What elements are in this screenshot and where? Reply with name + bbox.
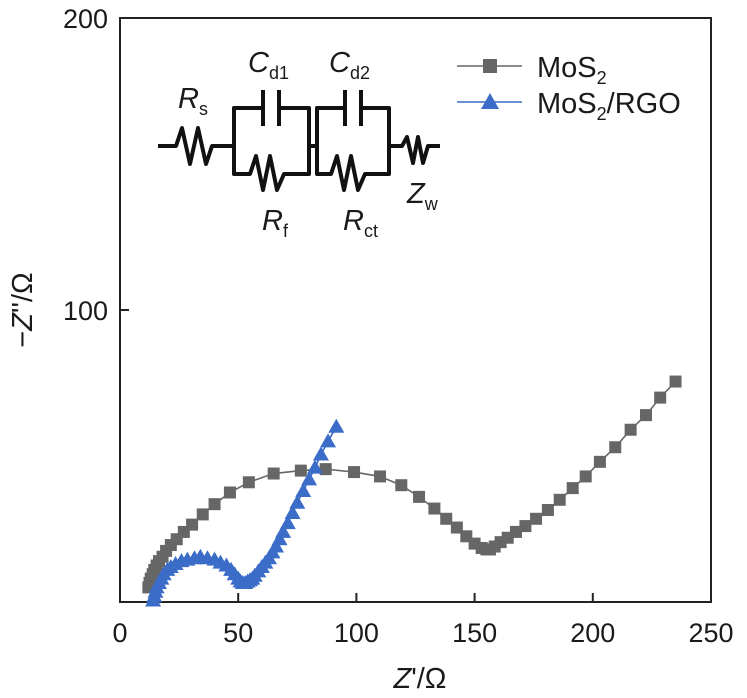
point-mos2-rgo-33: [268, 538, 285, 553]
point-mos2-rgo-36: [279, 515, 296, 530]
axis-tick-labels: 0 50 100 150 200 250 100 200: [63, 4, 734, 648]
point-mos2-44: [624, 423, 637, 436]
point-mos2-18: [294, 464, 307, 477]
y-tick-label-200: 200: [63, 4, 108, 34]
point-mos2-15: [223, 486, 236, 499]
point-mos2-rgo-38: [289, 494, 306, 509]
point-mos2-26: [450, 521, 463, 534]
point-mos2-rgo-39: [295, 483, 312, 498]
x-axis-title: Z'/Ω: [392, 663, 446, 695]
point-mos2-14: [208, 498, 221, 511]
x-tick-label-100: 100: [334, 618, 379, 648]
point-mos2-rgo-41: [307, 459, 324, 474]
series-line-mos2-rgo: [152, 426, 338, 601]
label-cd2: Cd2: [329, 47, 370, 83]
legend-entry-mos2-rgo: MoS2/RGO: [457, 88, 681, 124]
point-mos2-22: [395, 479, 408, 492]
x-tick-label-0: 0: [112, 618, 127, 648]
point-mos2-36: [519, 520, 532, 533]
label-zw: Zw: [406, 178, 439, 214]
y-tick-label-100: 100: [63, 296, 108, 326]
series-layer: [142, 375, 682, 607]
point-mos2-45: [639, 409, 652, 422]
y-axis-title: −Z''/Ω: [7, 272, 39, 347]
point-mos2-20: [348, 466, 361, 479]
legend-label-mos2: MoS2: [537, 52, 607, 88]
label-rct: Rct: [343, 205, 378, 241]
x-tick-label-150: 150: [452, 618, 497, 648]
capacitor-cd2: [343, 90, 363, 126]
legend-marker-mos2: [483, 59, 497, 73]
circuit-labels: Rs Cd1 Cd2 Rf Rct Zw: [178, 47, 439, 241]
point-mos2-19: [319, 463, 332, 476]
legend-label-mos2-rgo: MoS2/RGO: [537, 88, 681, 124]
point-mos2-35: [509, 525, 522, 538]
point-mos2-rgo-37: [284, 504, 301, 519]
x-tick-label-200: 200: [570, 618, 615, 648]
x-tick-label-50: 50: [223, 618, 253, 648]
point-mos2-rgo-44: [328, 418, 345, 433]
point-mos2-13: [196, 508, 209, 521]
point-mos2-12: [186, 518, 199, 531]
point-mos2-39: [553, 493, 566, 506]
axis-ticks: [119, 17, 712, 602]
capacitor-cd1: [261, 90, 281, 126]
point-mos2-38: [541, 504, 554, 517]
point-mos2-47: [669, 375, 682, 388]
x-tick-label-250: 250: [688, 618, 733, 648]
resistor-rs: [158, 126, 234, 166]
point-mos2-21: [374, 470, 387, 483]
point-mos2-rgo-42: [312, 446, 329, 461]
label-rf: Rf: [262, 205, 289, 241]
point-mos2-24: [428, 502, 441, 515]
point-mos2-23: [413, 490, 426, 503]
point-mos2-rgo-35: [275, 523, 292, 538]
series-mos2-rgo: [145, 418, 345, 607]
point-mos2-41: [579, 470, 592, 483]
point-mos2-rgo-34: [271, 531, 288, 546]
point-mos2-25: [440, 512, 453, 525]
warburg-zw: [389, 135, 440, 165]
legend-marker-mos2-rgo: [481, 93, 499, 109]
point-mos2-17: [267, 467, 280, 480]
point-mos2-rgo-40: [301, 471, 318, 486]
point-mos2-37: [530, 512, 543, 525]
label-cd1: Cd1: [248, 47, 289, 83]
point-mos2-rgo-43: [320, 433, 337, 448]
rc-block-2: [315, 106, 391, 192]
rc-block-1: [232, 106, 311, 192]
legend-entry-mos2: MoS2: [457, 52, 607, 88]
series-line-mos2: [147, 380, 677, 588]
label-rs: Rs: [178, 83, 208, 119]
point-mos2-42: [593, 455, 606, 468]
series-mos2: [142, 375, 682, 594]
point-mos2-43: [609, 441, 622, 454]
point-mos2-16: [242, 476, 255, 489]
point-mos2-40: [566, 482, 579, 495]
equivalent-circuit-inset: [158, 90, 440, 192]
point-mos2-46: [654, 391, 667, 404]
legend: MoS2 MoS2/RGO: [457, 52, 681, 124]
